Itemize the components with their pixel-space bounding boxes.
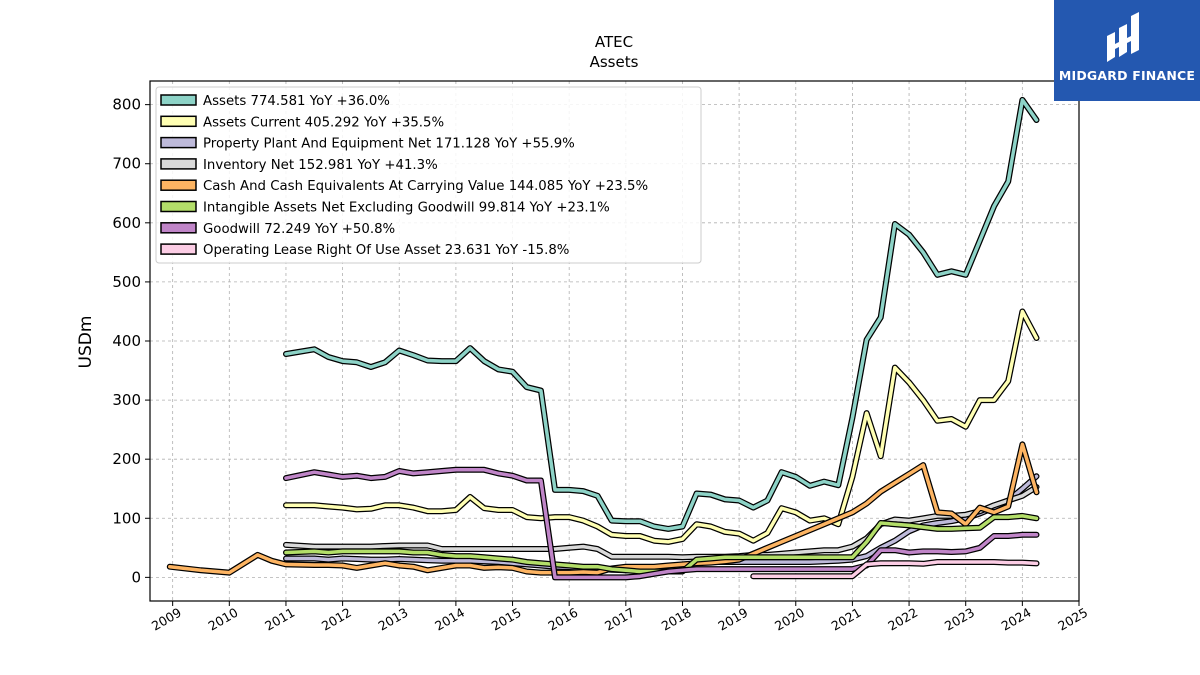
x-tick-label: 2023 xyxy=(942,605,977,634)
legend-swatch xyxy=(160,200,197,213)
legend-entry: Inventory Net 152.981 YoY +41.3% xyxy=(203,158,438,173)
x-tick-label: 2010 xyxy=(206,605,241,634)
legend-swatch xyxy=(160,222,197,234)
logo-text: MIDGARD FINANCE xyxy=(1058,68,1196,83)
series-7 xyxy=(750,559,1040,580)
legend-swatch xyxy=(160,136,197,149)
midgard-finance-logo: MIDGARD FINANCE xyxy=(1054,0,1200,101)
legend-entry: Cash And Cash Equivalents At Carrying Va… xyxy=(203,179,648,194)
x-tick-label: 2024 xyxy=(999,605,1034,634)
series-line xyxy=(284,98,1039,531)
x-tick-label: 2022 xyxy=(885,605,920,634)
legend-entry: Intangible Assets Net Excluding Goodwill… xyxy=(203,201,610,216)
series-4 xyxy=(166,441,1040,576)
series-6 xyxy=(283,466,1040,581)
series-1 xyxy=(283,308,1040,545)
series-3 xyxy=(283,484,1040,561)
y-tick-label: 600 xyxy=(112,214,141,232)
chart-subtitle: Assets xyxy=(590,53,639,71)
series-line xyxy=(284,485,1039,560)
series-line xyxy=(751,560,1039,578)
legend-swatch xyxy=(160,243,197,255)
plot-frame xyxy=(149,80,1080,602)
legend-swatch xyxy=(160,158,197,170)
legend-entry: Assets Current 405.292 YoY +35.5% xyxy=(203,115,444,130)
legend: Assets 774.581 YoY +36.0% Assets Current … xyxy=(155,86,702,264)
series-line xyxy=(284,309,1039,544)
x-tick-label: 2018 xyxy=(659,605,694,634)
series-line xyxy=(168,442,1039,575)
x-tick-label: 2021 xyxy=(829,605,864,634)
legend-entry: Property Plant And Equipment Net 171.128… xyxy=(203,137,575,152)
legend-entry: Operating Lease Right Of Use Asset 23.63… xyxy=(203,243,569,258)
y-tick-label: 500 xyxy=(112,273,141,291)
series-0 xyxy=(283,96,1040,532)
legend-entry: Assets 774.581 YoY +36.0% xyxy=(203,94,390,109)
y-tick-label: 300 xyxy=(112,391,141,409)
x-tick-label: 2016 xyxy=(545,605,580,634)
legend-swatch xyxy=(160,115,197,128)
y-tick-label: 200 xyxy=(112,450,141,468)
y-tick-label: 700 xyxy=(112,155,141,173)
x-tick-label: 2017 xyxy=(602,605,637,634)
y-tick-label: 800 xyxy=(112,96,141,114)
x-tick-label: 2012 xyxy=(319,605,354,634)
legend-swatch xyxy=(160,179,197,191)
y-tick-label: 400 xyxy=(112,332,141,350)
legend-entry: Goodwill 72.249 YoY +50.8% xyxy=(203,222,395,237)
x-tick-label: 2015 xyxy=(489,605,524,634)
logo-mark-icon xyxy=(1107,12,1139,62)
series-line xyxy=(284,468,1039,580)
x-tick-label: 2009 xyxy=(149,605,184,634)
x-tick-label: 2019 xyxy=(715,605,750,634)
chart-title: ATEC xyxy=(595,33,633,51)
series-lines xyxy=(166,96,1040,581)
x-tick-label: 2011 xyxy=(262,605,297,634)
legend-box xyxy=(155,86,702,264)
legend-swatch xyxy=(160,94,197,106)
x-tick-label: 2013 xyxy=(375,605,410,634)
series-line-outline xyxy=(283,308,1040,545)
y-axis-label: USDm xyxy=(76,316,96,369)
x-tick-label: 2020 xyxy=(772,605,807,634)
y-tick-label: 0 xyxy=(131,568,141,586)
x-tick-label: 2014 xyxy=(432,605,467,634)
y-tick-label: 100 xyxy=(112,509,141,527)
x-tick-label: 2025 xyxy=(1055,605,1090,634)
